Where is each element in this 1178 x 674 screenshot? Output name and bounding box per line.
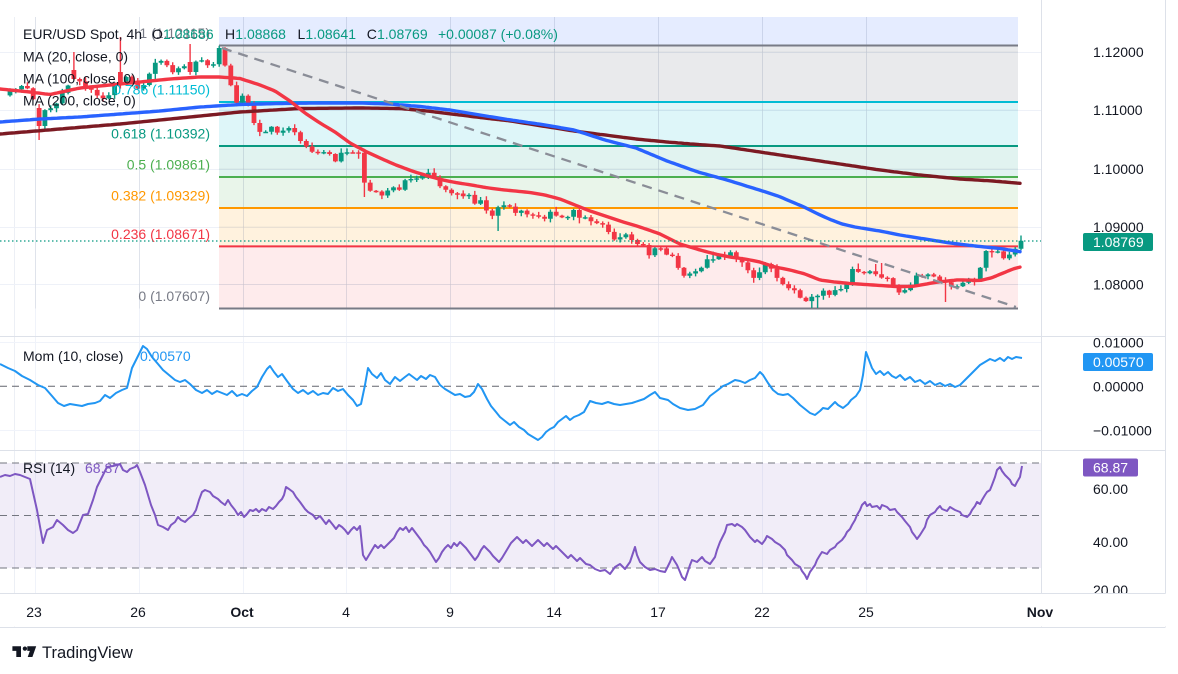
svg-text:1.08769: 1.08769 [1093, 234, 1144, 250]
svg-text:0.00570: 0.00570 [140, 348, 191, 364]
svg-text:EUR/USD Spot, 4h: EUR/USD Spot, 4h [23, 26, 142, 42]
svg-text:0.382 (1.09329): 0.382 (1.09329) [111, 188, 210, 204]
svg-text:0.01000: 0.01000 [1093, 334, 1144, 350]
svg-text:60.00: 60.00 [1093, 481, 1128, 497]
svg-text:1 (1.12115): 1 (1.12115) [139, 25, 210, 41]
svg-text:0.00570: 0.00570 [1093, 354, 1144, 370]
svg-text:Nov: Nov [1027, 604, 1054, 620]
svg-text:Oct: Oct [230, 604, 254, 620]
svg-text:17: 17 [650, 604, 666, 620]
svg-text:0.00000: 0.00000 [1093, 378, 1144, 394]
svg-text:1.09000: 1.09000 [1093, 219, 1144, 235]
svg-text:68.87: 68.87 [1093, 460, 1128, 476]
svg-text:RSI (14): RSI (14) [23, 460, 75, 476]
svg-text:0.5 (1.09861): 0.5 (1.09861) [127, 157, 210, 173]
svg-text:TradingView: TradingView [42, 644, 133, 662]
svg-text:1.12000: 1.12000 [1093, 44, 1144, 60]
svg-text:−0.01000: −0.01000 [1093, 422, 1152, 438]
svg-text:1.10000: 1.10000 [1093, 161, 1144, 177]
svg-text:68.87: 68.87 [85, 460, 120, 476]
svg-text:MA (100, close, 0): MA (100, close, 0) [23, 71, 136, 87]
svg-text:26: 26 [130, 604, 146, 620]
svg-text:22: 22 [754, 604, 770, 620]
svg-text:40.00: 40.00 [1093, 534, 1128, 550]
svg-text:0.618 (1.10392): 0.618 (1.10392) [111, 125, 210, 141]
svg-text:9: 9 [446, 604, 454, 620]
svg-text:MA (200, close, 0): MA (200, close, 0) [23, 93, 136, 109]
svg-text:Mom (10, close): Mom (10, close) [23, 348, 123, 364]
svg-text:25: 25 [858, 604, 874, 620]
svg-text:4: 4 [342, 604, 350, 620]
svg-text:1.11000: 1.11000 [1093, 102, 1143, 118]
svg-text:0.786 (1.11150): 0.786 (1.11150) [113, 81, 210, 97]
svg-text:MA (20, close, 0): MA (20, close, 0) [23, 49, 128, 65]
svg-text:0 (1.07607): 0 (1.07607) [138, 288, 210, 304]
svg-text:14: 14 [546, 604, 562, 620]
svg-text:23: 23 [26, 604, 42, 620]
svg-text:1.08000: 1.08000 [1093, 277, 1144, 293]
svg-text:0.236 (1.08671): 0.236 (1.08671) [111, 226, 210, 242]
